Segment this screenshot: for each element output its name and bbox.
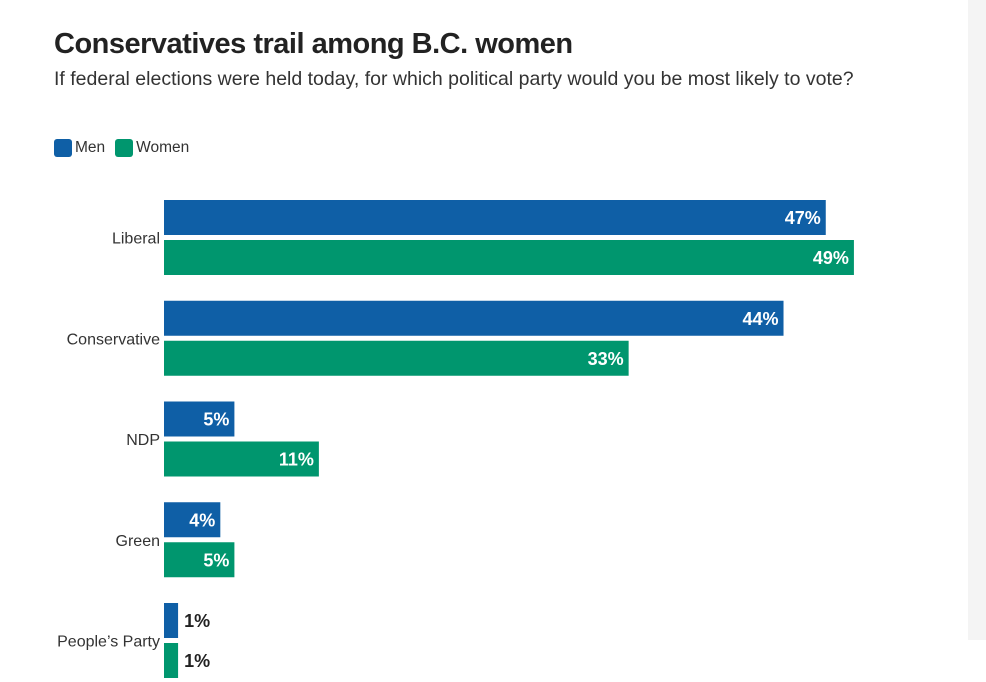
legend-swatch-women xyxy=(115,139,134,157)
bar-people-s-party-women xyxy=(164,643,179,678)
right-scroll-strip xyxy=(968,0,986,640)
legend-item-women: Women xyxy=(115,139,189,157)
chart-subtitle: If federal elections were held today, fo… xyxy=(54,68,854,90)
value-label-green-women: 5% xyxy=(203,550,229,570)
bar-ndp-women xyxy=(164,441,319,477)
category-label-ndp: NDP xyxy=(126,432,160,449)
bar-conservative-women xyxy=(164,340,629,376)
value-label-people-s-party-women: 1% xyxy=(184,651,210,671)
bar-conservative-men xyxy=(164,300,784,336)
category-label-liberal: Liberal xyxy=(112,231,160,248)
category-label-people-s-party: People’s Party xyxy=(57,634,160,651)
value-label-ndp-men: 5% xyxy=(203,410,229,430)
legend-swatch-men xyxy=(54,139,72,157)
value-label-liberal-women: 49% xyxy=(813,248,849,268)
legend: Men Women xyxy=(54,139,199,157)
legend-label-women: Women xyxy=(136,139,190,156)
bar-green-women xyxy=(164,542,235,578)
category-label-green: Green xyxy=(116,533,160,550)
bar-liberal-women xyxy=(164,240,854,275)
value-label-green-men: 4% xyxy=(189,510,215,530)
value-label-ndp-women: 11% xyxy=(279,450,314,470)
legend-item-men: Men xyxy=(54,139,105,157)
value-label-people-s-party-men: 1% xyxy=(184,611,210,631)
value-label-conservative-men: 44% xyxy=(742,309,778,329)
legend-label-men: Men xyxy=(75,139,106,156)
bar-people-s-party-men xyxy=(164,603,179,638)
bar-ndp-men xyxy=(164,401,235,437)
chart-title: Conservatives trail among B.C. women xyxy=(54,28,573,60)
bar-green-men xyxy=(164,502,221,538)
value-label-liberal-men: 47% xyxy=(785,208,821,228)
category-label-conservative: Conservative xyxy=(67,331,160,348)
bar-liberal-men xyxy=(164,200,826,235)
value-label-conservative-women: 33% xyxy=(588,349,624,369)
